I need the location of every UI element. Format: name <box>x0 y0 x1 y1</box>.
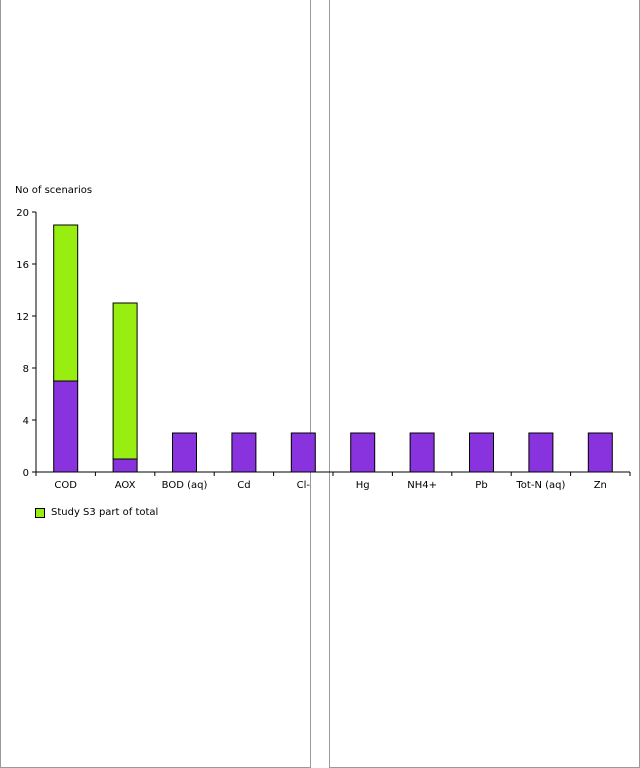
legend-swatch-study-s3 <box>35 507 45 518</box>
x-tick-label-tot-n-aq: Tot-N (aq) <box>515 480 565 491</box>
y-axis-label: No of scenarios <box>15 185 93 196</box>
x-tick-label-cod: COD <box>54 480 77 491</box>
bar-pb-series-0 <box>469 432 494 473</box>
x-tick-label-cl: Cl- <box>297 480 311 491</box>
left-panel <box>0 0 311 768</box>
bar-cd-series-0 <box>231 432 257 473</box>
bar-cl-series-0 <box>290 432 316 473</box>
x-tick-label-pb: Pb <box>475 480 487 491</box>
y-tick-label-0: 0 <box>23 468 29 479</box>
y-tick-label-16: 16 <box>16 260 29 271</box>
bar-aox-series-1 <box>112 302 138 460</box>
y-tick-label-4: 4 <box>23 416 29 427</box>
legend-label-study-s3: Study S3 part of total <box>51 507 159 518</box>
right-panel <box>329 0 640 768</box>
x-tick-label-cd: Cd <box>237 480 250 491</box>
bar-cod-series-1 <box>53 224 79 382</box>
bar-hg-series-0 <box>350 432 376 473</box>
x-tick-label-bod-aq: BOD (aq) <box>162 480 208 491</box>
legend: Study S3 part of total <box>35 507 158 518</box>
bar-tot-n-aq-series-0 <box>528 432 554 473</box>
bar-bod-aq-series-0 <box>172 432 197 473</box>
y-tick-label-8: 8 <box>23 364 29 375</box>
bar-cod-series-0 <box>53 380 79 473</box>
bar-nh4-series-0 <box>409 432 435 473</box>
x-tick-label-hg: Hg <box>356 480 370 491</box>
y-tick-label-20: 20 <box>16 208 29 219</box>
x-tick-label-aox: AOX <box>115 480 136 491</box>
y-tick-label-12: 12 <box>16 312 29 323</box>
x-tick-label-zn: Zn <box>594 480 607 491</box>
bar-zn-series-0 <box>587 432 613 473</box>
x-tick-label-nh4: NH4+ <box>407 480 437 491</box>
bar-aox-series-0 <box>112 458 138 473</box>
